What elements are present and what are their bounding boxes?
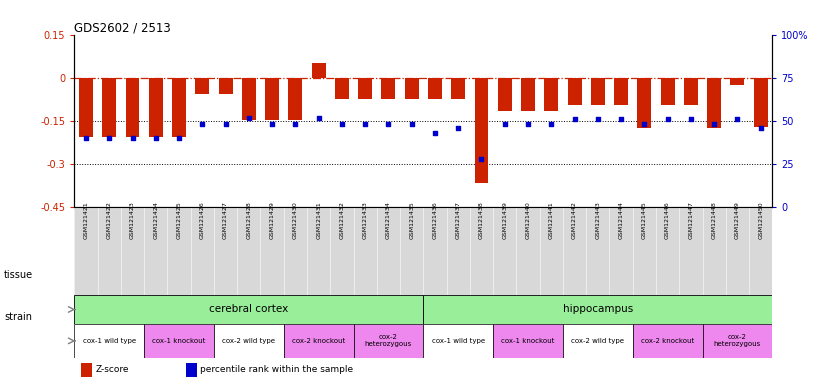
Point [521,121,534,127]
Bar [219,78,233,94]
Bar [195,78,209,94]
Point [79,135,93,141]
Bar [288,78,302,119]
Point [196,121,209,127]
Bar [382,78,396,99]
Bar [474,78,488,183]
Point [708,121,721,127]
Bar [428,78,442,99]
Text: GDS2602 / 2513: GDS2602 / 2513 [74,22,171,35]
Bar [214,324,284,358]
Bar [591,78,605,105]
Point [126,135,139,141]
Point [498,121,511,127]
Bar [284,324,354,358]
Bar [265,78,279,119]
Bar [335,78,349,99]
Text: cox-2 wild type: cox-2 wild type [572,338,624,344]
Point [615,116,628,122]
Point [754,125,767,131]
Bar [451,78,465,99]
Bar [424,324,493,358]
Point [544,121,558,127]
Bar [614,78,628,105]
Bar [74,324,145,358]
Bar [702,324,772,358]
Bar [684,78,698,105]
Text: tissue: tissue [4,270,33,280]
Text: cox-1 wild type: cox-1 wild type [432,338,485,344]
Bar [311,63,325,78]
Point [265,121,278,127]
Bar [172,78,186,137]
Bar [405,78,419,99]
Bar [242,78,256,119]
Bar [74,295,424,324]
Bar [498,78,512,111]
Point [568,116,582,122]
Text: hippocampus: hippocampus [563,305,633,314]
Bar [81,362,93,377]
Bar [661,78,675,105]
Text: cox-2
heterozygous: cox-2 heterozygous [365,334,412,348]
Bar [424,295,772,324]
Text: cox-2 knockout: cox-2 knockout [641,338,694,344]
Point [429,130,442,136]
Bar [79,78,93,137]
Point [731,116,744,122]
Text: cox-1 knockout: cox-1 knockout [152,338,206,344]
Point [335,121,349,127]
Text: cerebral cortex: cerebral cortex [209,305,288,314]
Point [405,121,418,127]
Bar [707,78,721,128]
Point [591,116,605,122]
Bar [521,78,535,111]
Bar [493,324,563,358]
Bar [354,324,424,358]
Point [173,135,186,141]
Bar [145,324,214,358]
Bar [126,78,140,137]
Text: cox-2
heterozygous: cox-2 heterozygous [714,334,761,348]
Point [358,121,372,127]
Bar [633,324,703,358]
Point [638,121,651,127]
Point [102,135,116,141]
Point [661,116,674,122]
Bar [358,78,373,99]
Bar [102,78,116,137]
Bar [753,78,767,127]
Text: cox-1 knockout: cox-1 knockout [501,338,555,344]
Point [452,125,465,131]
Bar [638,78,652,128]
Point [242,114,255,121]
Bar [563,324,633,358]
Point [219,121,232,127]
Bar [730,78,744,85]
Text: cox-2 wild type: cox-2 wild type [222,338,275,344]
Point [312,114,325,121]
Bar [149,78,163,137]
Point [289,121,302,127]
Bar [544,78,558,111]
Text: cox-2 knockout: cox-2 knockout [292,338,345,344]
Point [150,135,163,141]
Point [684,116,697,122]
Point [475,156,488,162]
Text: Z-score: Z-score [95,365,129,374]
Text: strain: strain [4,312,32,322]
Text: cox-1 wild type: cox-1 wild type [83,338,135,344]
Bar [567,78,582,105]
Point [382,121,395,127]
Bar [186,362,197,377]
Text: percentile rank within the sample: percentile rank within the sample [200,365,353,374]
